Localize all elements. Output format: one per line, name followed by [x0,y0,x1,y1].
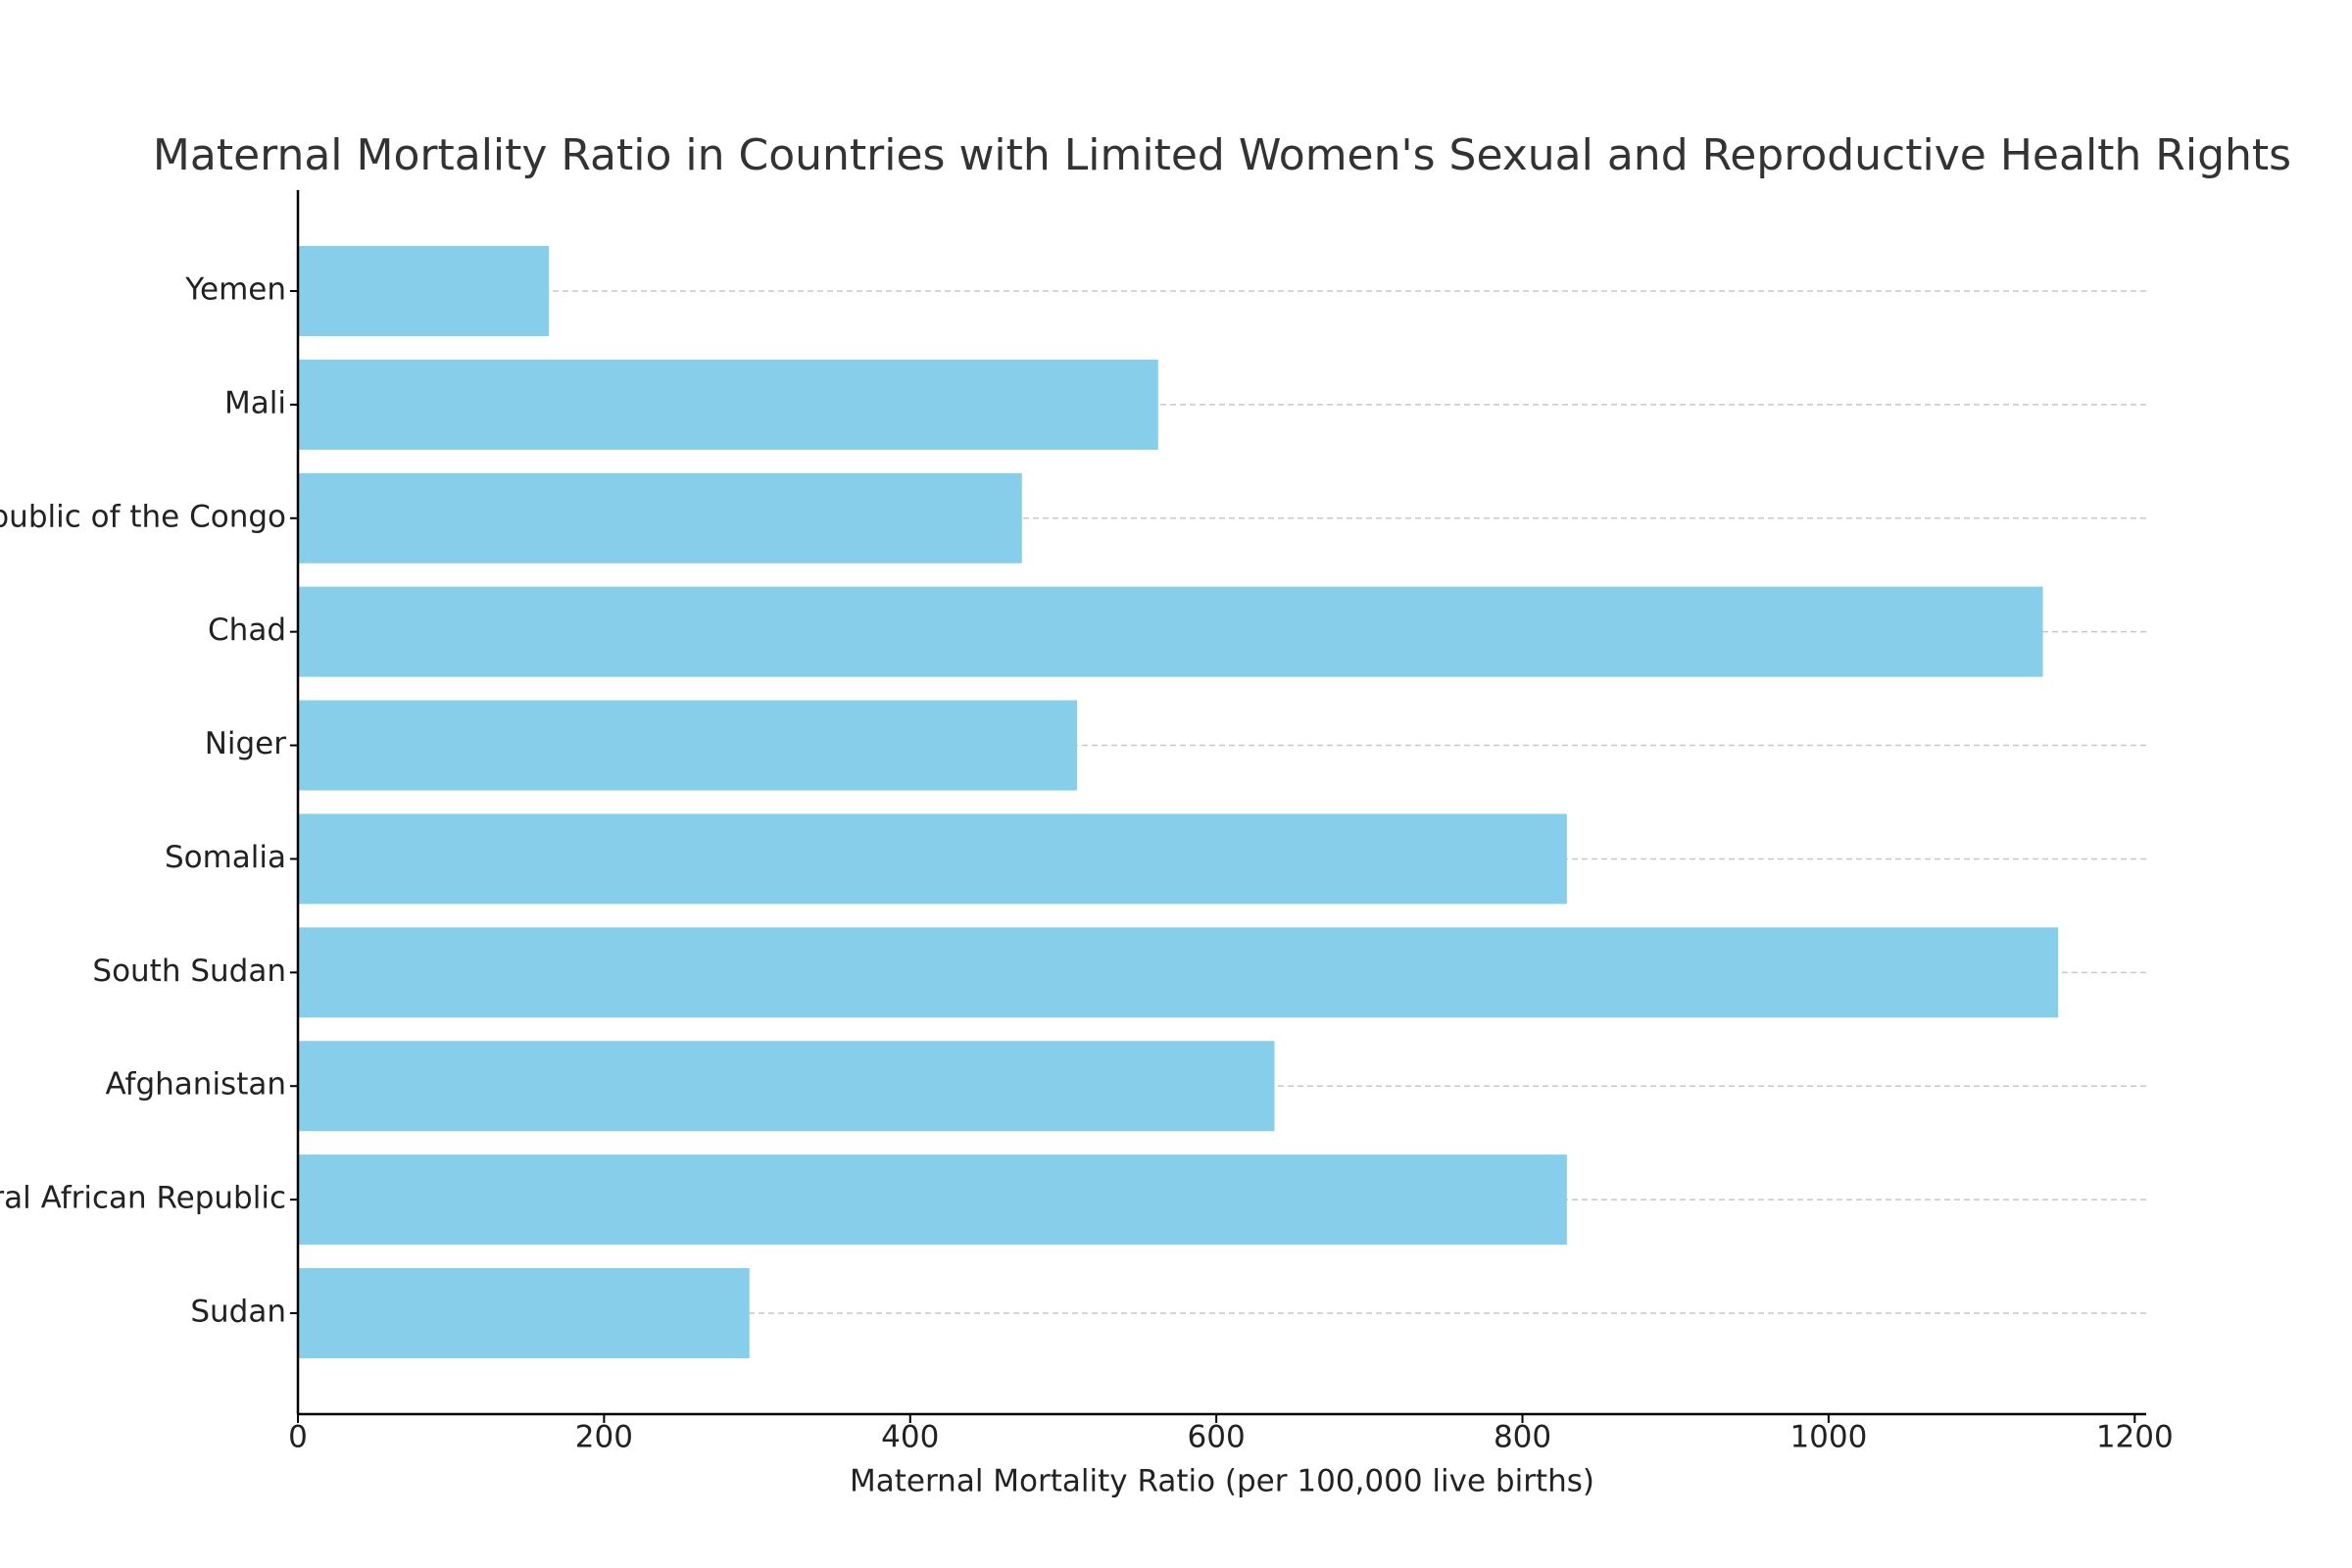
y-tick-label: Niger [205,726,287,761]
chart-title: Maternal Mortality Ratio in Countries wi… [153,130,2291,180]
y-tick-label: Yemen [184,272,286,308]
y-tick-label: Democratic Republic of the Congo [0,499,286,534]
bar [298,1268,750,1358]
bar [298,586,2043,677]
bar [298,359,1158,450]
bar [298,1041,1275,1132]
x-tick-label: 800 [1494,1420,1551,1455]
y-tick-label: South Sudan [92,954,286,989]
y-tick-label: Somalia [165,840,286,875]
y-tick-label: Mali [224,385,286,420]
bar [298,1154,1567,1246]
x-tick-label: 600 [1188,1420,1246,1455]
bar [298,927,2059,1018]
y-tick-label: Sudan [190,1295,286,1330]
y-tick-label: Central African Republic [0,1181,286,1216]
x-axis-label: Maternal Mortality Ratio (per 100,000 li… [850,1464,1594,1499]
x-tick-label: 1200 [2096,1420,2174,1455]
y-tick-label: Chad [208,612,286,648]
x-tick-label: 1000 [1789,1420,1867,1455]
x-tick-label: 0 [288,1420,308,1455]
bar [298,700,1078,791]
bar [298,472,1022,564]
bar [298,813,1567,905]
bar [298,246,550,336]
x-tick-label: 200 [575,1420,633,1455]
x-tick-label: 400 [881,1420,939,1455]
y-tick-label: Afghanistan [105,1067,286,1102]
